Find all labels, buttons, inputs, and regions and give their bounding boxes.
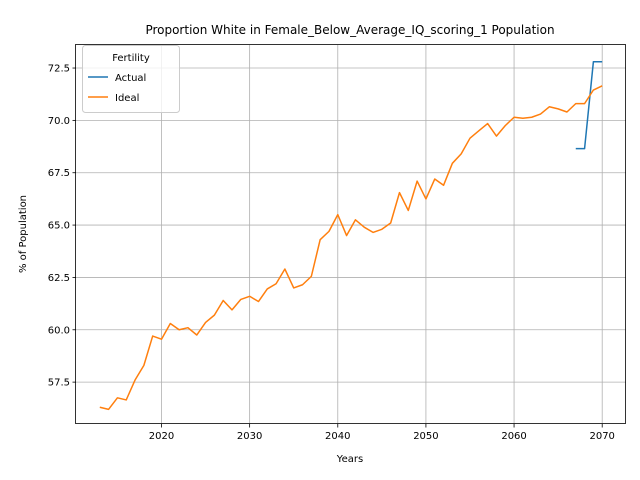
x-tick-label: 2070 <box>589 431 614 442</box>
x-tick-label: 2020 <box>149 431 174 442</box>
y-tick-label: 72.5 <box>48 64 70 75</box>
legend-label-ideal: Ideal <box>115 93 139 104</box>
y-tick-label: 67.5 <box>48 168 70 179</box>
legend: Fertility Actual Ideal <box>82 45 180 113</box>
x-tick-label: 2060 <box>501 431 526 442</box>
legend-box <box>82 45 180 113</box>
series-lines <box>99 61 603 411</box>
x-tick-label: 2040 <box>325 431 350 442</box>
y-tick-label: 65.0 <box>48 221 70 232</box>
x-axis-title: Years <box>336 454 363 465</box>
y-axis-ticks: 57.5 60.0 62.5 65.0 67.5 70.0 72.5 <box>48 64 76 389</box>
plot-frame <box>75 44 626 424</box>
grid-lines <box>76 45 626 424</box>
series-line-actual <box>575 61 603 150</box>
x-tick-label: 2030 <box>237 431 262 442</box>
y-tick-label: 62.5 <box>48 273 70 284</box>
legend-title: Fertility <box>112 53 150 64</box>
y-axis-title: % of Population <box>18 195 29 273</box>
legend-label-actual: Actual <box>115 73 146 84</box>
y-tick-label: 60.0 <box>48 325 70 336</box>
chart-title: Proportion White in Female_Below_Average… <box>145 23 554 37</box>
y-tick-label: 57.5 <box>48 378 70 389</box>
series-line-ideal <box>99 85 603 411</box>
x-axis-ticks: 2020 2030 2040 2050 2060 2070 <box>149 424 615 442</box>
x-tick-label: 2050 <box>413 431 438 442</box>
y-tick-label: 70.0 <box>48 116 70 127</box>
